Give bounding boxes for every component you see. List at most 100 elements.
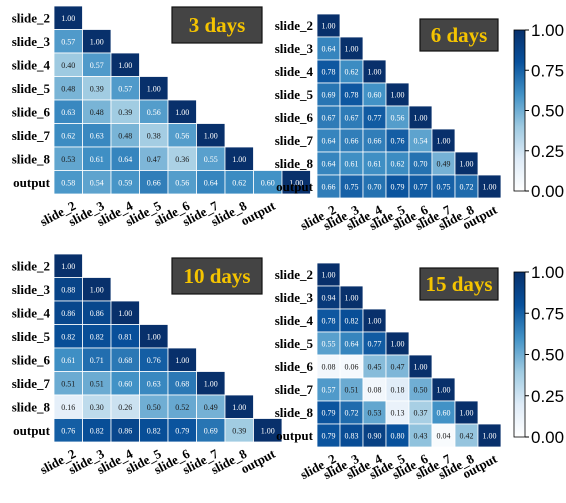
- heatmap-cell: [253, 418, 283, 443]
- heatmap-cell: [477, 174, 502, 199]
- cell-value-label: 1.00: [261, 426, 275, 435]
- row-label: output: [276, 179, 314, 194]
- cell-value-label: 0.83: [345, 432, 359, 441]
- cell-value-label: 0.68: [175, 379, 189, 388]
- panel-title-box: [419, 267, 499, 301]
- cell-value-label: 0.82: [147, 426, 161, 435]
- cell-value-label: 0.18: [391, 386, 405, 395]
- panel-title-box: [171, 6, 263, 44]
- cell-value-label: 1.00: [175, 356, 189, 365]
- cell-value-label: 0.55: [322, 340, 336, 349]
- cell-value-label: 1.00: [391, 91, 405, 100]
- cell-value-label: 0.47: [147, 155, 161, 164]
- cell-value-label: 0.57: [61, 37, 75, 46]
- cell-value-label: 0.40: [61, 61, 75, 70]
- cell-value-label: 1.00: [175, 108, 189, 117]
- row-label: slide_4: [12, 305, 51, 320]
- panel-title: 10 days: [183, 264, 250, 288]
- cell-value-label: 0.77: [368, 114, 382, 123]
- cell-value-label: 0.39: [118, 108, 132, 117]
- cell-value-label: 0.48: [61, 84, 75, 93]
- heatmap-cell: [281, 170, 311, 195]
- cell-value-label: 1.00: [460, 160, 474, 169]
- cell-value-label: 0.49: [437, 160, 451, 169]
- row-label: slide_8: [12, 399, 51, 414]
- heatmap-panel: 1.00 0.57 1.00 0.40 0.57 1.00 0.48 0.39 0.57 1.00…: [12, 5, 311, 229]
- row-label: slide_6: [12, 104, 51, 119]
- cell-value-label: 0.66: [368, 137, 382, 146]
- cell-value-label: 0.67: [322, 114, 336, 123]
- colorbar-tick-label: 0.00: [531, 182, 564, 201]
- row-label: slide_2: [12, 10, 50, 25]
- cell-value-label: 0.64: [204, 178, 218, 187]
- cell-value-label: 0.79: [322, 432, 336, 441]
- cell-value-label: 0.56: [175, 131, 189, 140]
- row-label: slide_4: [275, 64, 314, 79]
- cell-value-label: 0.08: [368, 386, 382, 395]
- cell-value-label: 0.61: [61, 356, 75, 365]
- row-label: slide_2: [12, 258, 50, 273]
- cell-value-label: 1.00: [322, 271, 336, 280]
- cell-value-label: 1.00: [345, 45, 359, 54]
- cell-value-label: 0.60: [437, 409, 451, 418]
- cell-value-label: 0.50: [414, 386, 428, 395]
- cell-value-label: 0.62: [232, 178, 246, 187]
- row-label: slide_8: [275, 405, 314, 420]
- cell-value-label: 0.55: [204, 155, 218, 164]
- cell-value-label: 1.00: [232, 403, 246, 412]
- cell-value-label: 0.86: [90, 309, 104, 318]
- panel-title: 3 days: [189, 13, 246, 37]
- cell-value-label: 0.57: [322, 386, 336, 395]
- cell-value-label: 0.38: [147, 131, 161, 140]
- cell-value-label: 1.00: [289, 178, 303, 187]
- cell-value-label: 0.36: [175, 155, 189, 164]
- row-label: slide_4: [12, 57, 51, 72]
- cell-value-label: 0.77: [414, 183, 428, 192]
- cell-value-label: 0.68: [118, 356, 132, 365]
- cell-value-label: 1.00: [147, 332, 161, 341]
- cell-value-label: 1.00: [345, 294, 359, 303]
- cell-value-label: 0.64: [322, 45, 336, 54]
- cell-value-label: 0.37: [414, 409, 428, 418]
- cell-value-label: 0.79: [322, 409, 336, 418]
- cell-value-label: 0.88: [61, 285, 75, 294]
- cell-value-label: 0.61: [345, 160, 359, 169]
- cell-value-label: 0.70: [368, 183, 382, 192]
- row-label: output: [13, 423, 51, 438]
- colorbar-gradient: [513, 29, 526, 192]
- cell-value-label: 0.90: [368, 432, 382, 441]
- colorbar-tick-label: 1.00: [531, 21, 564, 40]
- cell-value-label: 0.69: [322, 91, 336, 100]
- cell-value-label: 0.43: [414, 432, 428, 441]
- cell-value-label: 0.67: [345, 114, 359, 123]
- cell-value-label: 0.53: [61, 155, 75, 164]
- row-label: slide_6: [12, 352, 51, 367]
- cell-value-label: 1.00: [460, 409, 474, 418]
- row-label: slide_3: [12, 34, 51, 49]
- cell-value-label: 1.00: [368, 68, 382, 77]
- cell-value-label: 0.66: [322, 183, 336, 192]
- cell-value-label: 0.78: [322, 68, 336, 77]
- row-label: slide_3: [275, 290, 314, 305]
- cell-value-label: 0.76: [391, 137, 405, 146]
- cell-value-label: 0.79: [391, 183, 405, 192]
- cell-value-label: 0.76: [147, 356, 161, 365]
- cell-value-label: 0.51: [61, 379, 75, 388]
- cell-value-label: 0.60: [118, 379, 132, 388]
- cell-value-label: 1.00: [204, 131, 218, 140]
- cell-value-label: 0.75: [345, 183, 359, 192]
- cell-value-label: 0.70: [414, 160, 428, 169]
- cell-value-label: 0.61: [90, 155, 104, 164]
- cell-value-label: 0.53: [368, 409, 382, 418]
- cell-value-label: 0.13: [391, 409, 405, 418]
- cell-value-label: 0.76: [61, 426, 75, 435]
- cell-value-label: 0.78: [345, 91, 359, 100]
- cell-value-label: 0.75: [437, 183, 451, 192]
- cell-value-label: 1.00: [414, 363, 428, 372]
- row-label: slide_6: [275, 110, 314, 125]
- cell-value-label: 0.16: [61, 403, 75, 412]
- cell-value-label: 0.66: [147, 178, 161, 187]
- cell-value-label: 1.00: [204, 379, 218, 388]
- colorbar: 1.00 0.75 0.50 0.25 0.00: [513, 21, 564, 201]
